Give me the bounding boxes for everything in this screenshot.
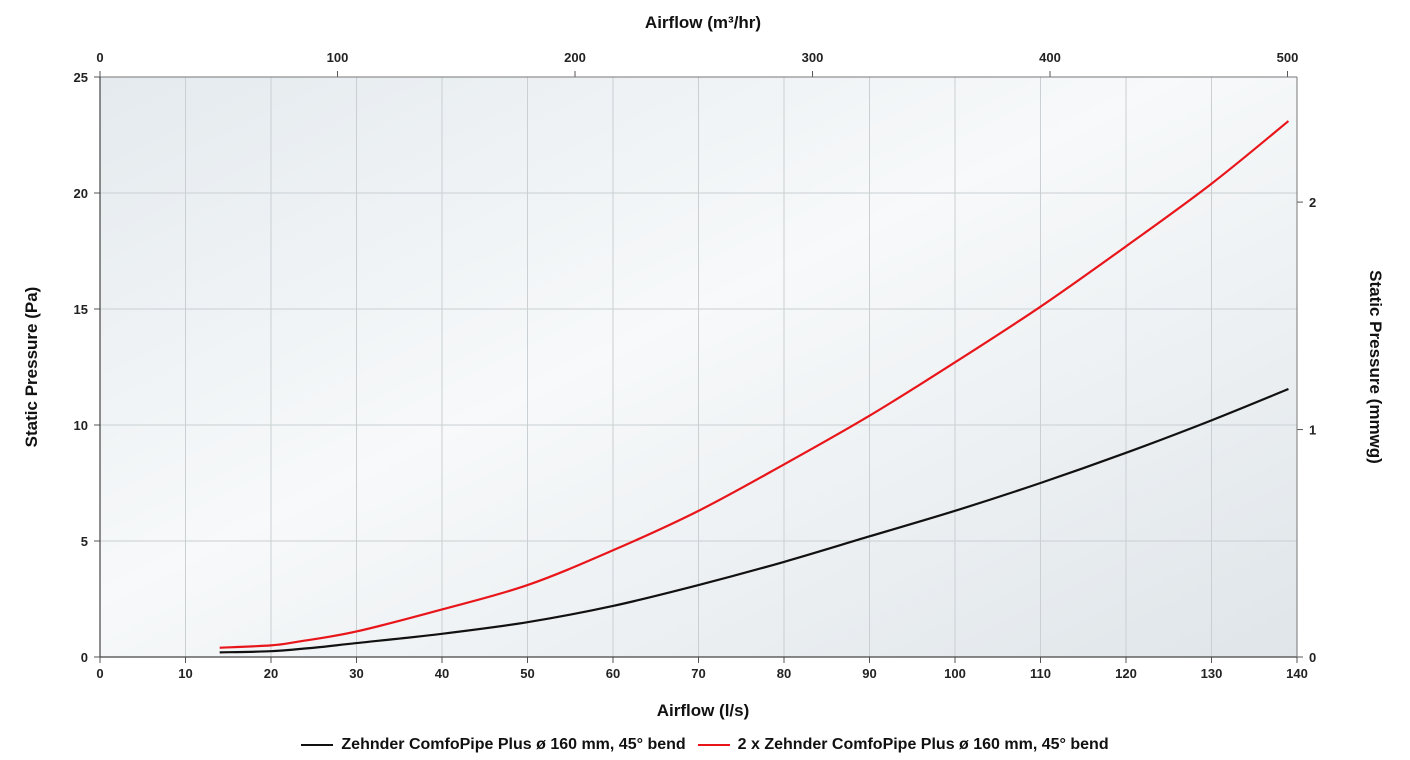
x-bottom-tick-label: 130 bbox=[1201, 666, 1223, 681]
y-left-tick-label: 25 bbox=[74, 70, 88, 85]
legend-item-1: 2 x Zehnder ComfoPipe Plus ø 160 mm, 45°… bbox=[697, 736, 1109, 754]
chart: 0 10 20 30 40 50 60 70 80 90 100 110 120 130 140051015… bbox=[22, 13, 1385, 720]
x-bottom-tick-label: 80 bbox=[777, 666, 791, 681]
legend-item-0: Zehnder ComfoPipe Plus ø 160 mm, 45° ben… bbox=[301, 736, 686, 754]
x-bottom-axis-title: Airflow (l/s) bbox=[657, 701, 750, 720]
y-left-tick-label: 15 bbox=[74, 302, 88, 317]
x-bottom-tick-label: 140 bbox=[1286, 666, 1308, 681]
x-bottom-tick-label: 30 bbox=[349, 666, 363, 681]
x-bottom-tick-label: 20 bbox=[264, 666, 278, 681]
x-bottom-tick-label: 60 bbox=[606, 666, 620, 681]
x-top-tick-label: 400 bbox=[1039, 50, 1061, 65]
x-top-axis-title: Airflow (m³/hr) bbox=[645, 13, 761, 32]
legend-swatch-1 bbox=[697, 744, 730, 746]
tick-labels: 0 10 20 30 40 50 60 70 80 90 100 110 120 130 140051015… bbox=[74, 50, 1317, 681]
series-layer bbox=[219, 120, 1290, 654]
y-right-tick-label: 0 bbox=[1309, 650, 1316, 665]
y-right-tick-label: 1 bbox=[1309, 423, 1316, 438]
x-bottom-tick-label: 70 bbox=[691, 666, 705, 681]
y-left-tick-label: 5 bbox=[81, 534, 88, 549]
y-left-tick-label: 0 bbox=[81, 650, 88, 665]
x-top-tick-label: 100 bbox=[327, 50, 349, 65]
y-left-tick-label: 20 bbox=[74, 186, 88, 201]
legend-label-1: 2 x Zehnder ComfoPipe Plus ø 160 mm, 45°… bbox=[737, 736, 1109, 753]
x-bottom-tick-label: 10 bbox=[178, 666, 192, 681]
y-right-tick-label: 2 bbox=[1309, 195, 1316, 210]
x-bottom-tick-label: 50 bbox=[520, 666, 534, 681]
series-line-0 bbox=[219, 388, 1289, 654]
x-top-tick-label: 300 bbox=[802, 50, 824, 65]
series-line-1 bbox=[219, 120, 1290, 649]
legend: Zehnder ComfoPipe Plus ø 160 mm, 45° ben… bbox=[0, 732, 1410, 758]
x-bottom-tick-label: 110 bbox=[1030, 666, 1051, 681]
y-left-axis-title: Static Pressure (Pa) bbox=[22, 287, 41, 448]
x-top-tick-label: 0 bbox=[96, 50, 103, 65]
legend-label-0: Zehnder ComfoPipe Plus ø 160 mm, 45° ben… bbox=[341, 736, 686, 753]
axes bbox=[94, 71, 1303, 663]
x-top-tick-label: 200 bbox=[564, 50, 586, 65]
legend-swatch-0 bbox=[301, 744, 334, 746]
y-left-tick-label: 10 bbox=[74, 418, 88, 433]
x-bottom-tick-label: 120 bbox=[1115, 666, 1137, 681]
x-bottom-tick-label: 40 bbox=[435, 666, 449, 681]
x-bottom-tick-label: 100 bbox=[944, 666, 966, 681]
x-bottom-tick-label: 90 bbox=[862, 666, 876, 681]
x-bottom-tick-label: 0 bbox=[96, 666, 103, 681]
y-right-axis-title: Static Pressure (mmwg) bbox=[1366, 270, 1385, 464]
x-top-tick-label: 500 bbox=[1277, 50, 1299, 65]
